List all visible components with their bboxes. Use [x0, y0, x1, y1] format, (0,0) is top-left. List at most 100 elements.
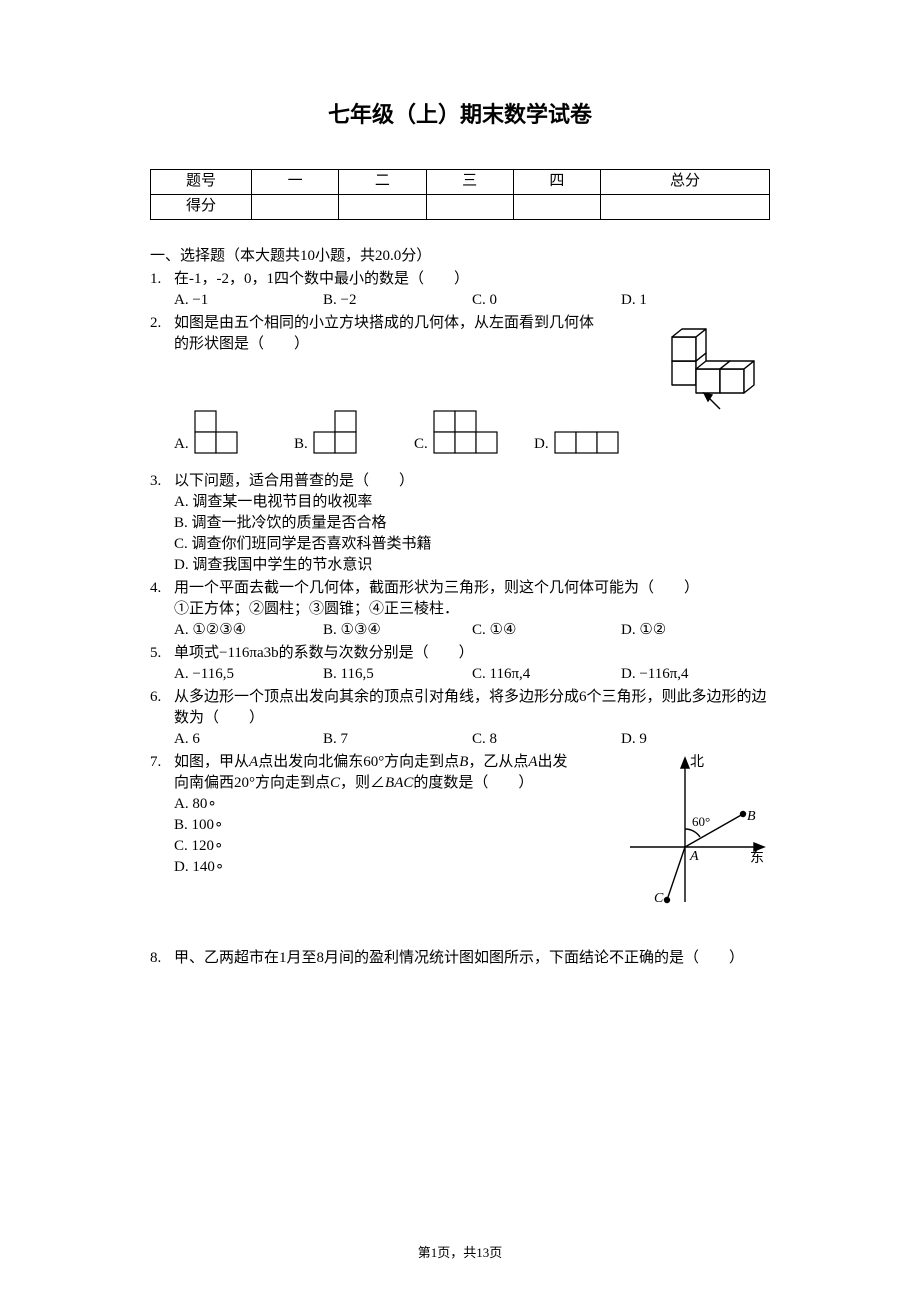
option-b: B. 7 — [323, 729, 472, 750]
question-1: 1. 在-1，-2，0，1四个数中最小的数是（ ） A. −1 B. −2 C.… — [150, 269, 770, 311]
t: 如图，甲从 — [174, 754, 249, 770]
t: 的度数是（ ） — [413, 775, 533, 791]
option-c: C. 8 — [472, 729, 621, 750]
page-footer: 第1页，共13页 — [0, 1244, 920, 1262]
compass-icon: 北 东 A B C 60° — [620, 752, 770, 912]
option-b: B. 116,5 — [323, 664, 472, 685]
option-label: C. — [414, 434, 428, 455]
score-cell: 得分 — [151, 194, 252, 219]
section-heading: 一、选择题（本大题共10小题，共20.0分） — [150, 246, 770, 267]
question-2: 2. — [150, 313, 770, 455]
option-label: B. — [294, 434, 308, 455]
var-B: B — [459, 754, 468, 770]
spacer — [150, 914, 770, 948]
question-body: 单项式−116πa3b的系数与次数分别是（ ） A. −116,5 B. 116… — [174, 643, 770, 685]
shape-d-icon — [553, 430, 620, 455]
score-row-header: 题号 一 二 三 四 总分 — [151, 169, 770, 194]
question-8: 8. 甲、乙两超市在1月至8月间的盈利情况统计图如图所示，下面结论不正确的是（ … — [150, 948, 770, 969]
score-cell: 四 — [513, 169, 600, 194]
option-c: C. 116π,4 — [472, 664, 621, 685]
question-text: 用一个平面去截一个几何体，截面形状为三角形，则这个几何体可能为（ ） — [174, 578, 770, 599]
question-7: 7. — [150, 752, 770, 912]
score-cell: 二 — [339, 169, 426, 194]
t: 点出发向北偏东60°方向走到点 — [258, 754, 459, 770]
question-text: 以下问题，适合用普查的是（ ） — [174, 471, 770, 492]
question-number: 6. — [150, 687, 174, 750]
option-a: A. −116,5 — [174, 664, 323, 685]
question-6: 6. 从多边形一个顶点出发向其余的顶点引对角线，将多边形分成6个三角形，则此多边… — [150, 687, 770, 750]
option-b: B. −2 — [323, 290, 472, 311]
option-d: D. −116π,4 — [621, 664, 770, 685]
option-d: D. 1 — [621, 290, 770, 311]
question-body: 从多边形一个顶点出发向其余的顶点引对角线，将多边形分成6个三角形，则此多边形的边… — [174, 687, 770, 750]
question-text: 从多边形一个顶点出发向其余的顶点引对角线，将多边形分成6个三角形，则此多边形的边… — [174, 687, 770, 729]
shape-a-icon — [193, 409, 239, 455]
question-body: 在-1，-2，0，1四个数中最小的数是（ ） A. −1 B. −2 C. 0 … — [174, 269, 770, 311]
score-cell-empty — [601, 194, 770, 219]
exam-title: 七年级（上）期末数学试卷 — [150, 100, 770, 131]
question-body: 用一个平面去截一个几何体，截面形状为三角形，则这个几何体可能为（ ） ①正方体；… — [174, 578, 770, 641]
options-row: A. −1 B. −2 C. 0 D. 1 — [174, 290, 770, 311]
page-root: 七年级（上）期末数学试卷 题号 一 二 三 四 总分 得分 一、选择题（本大题共… — [0, 0, 920, 1302]
score-cell-empty — [426, 194, 513, 219]
label-angle: 60° — [692, 814, 710, 829]
option-b: B. 调查一批冷饮的质量是否合格 — [174, 513, 770, 534]
question-5: 5. 单项式−116πa3b的系数与次数分别是（ ） A. −116,5 B. … — [150, 643, 770, 685]
label-east: 东 — [750, 850, 764, 866]
question-3: 3. 以下问题，适合用普查的是（ ） A. 调查某一电视节目的收视率 B. 调查… — [150, 471, 770, 576]
score-cell-empty — [339, 194, 426, 219]
var-A: A — [249, 754, 258, 770]
var-BAC: BAC — [385, 775, 413, 791]
question-number: 1. — [150, 269, 174, 311]
option-a: A. ①②③④ — [174, 620, 323, 641]
option-d: D. ①② — [621, 620, 770, 641]
shape-c-icon — [432, 409, 499, 455]
option-d: D. — [534, 430, 654, 455]
option-c: C. 0 — [472, 290, 621, 311]
q2-options: A. B. — [174, 409, 654, 455]
var-A: A — [528, 754, 537, 770]
option-a: A. −1 — [174, 290, 323, 311]
shape-b-icon — [312, 409, 358, 455]
cube-figure — [660, 313, 770, 411]
label-A: A — [689, 849, 699, 864]
option-c: C. 调查你们班同学是否喜欢科普类书籍 — [174, 534, 770, 555]
option-a: A. — [174, 409, 294, 455]
option-d: D. 9 — [621, 729, 770, 750]
score-cell: 三 — [426, 169, 513, 194]
spacer — [150, 457, 770, 471]
label-north: 北 — [690, 754, 704, 770]
option-c: C. ①④ — [472, 620, 621, 641]
score-row-values: 得分 — [151, 194, 770, 219]
question-body: 甲、乙两超市在1月至8月间的盈利情况统计图如图所示，下面结论不正确的是（ ） — [174, 948, 770, 969]
question-number: 7. — [150, 752, 174, 912]
label-C: C — [654, 891, 664, 906]
option-label: D. — [534, 434, 549, 455]
option-a: A. 调查某一电视节目的收视率 — [174, 492, 770, 513]
question-body: 如图是由五个相同的小立方块搭成的几何体，从左面看到几何体的形状图是（ ） A. … — [174, 313, 770, 455]
question-text: 如图是由五个相同的小立方块搭成的几何体，从左面看到几何体的形状图是（ ） — [174, 313, 604, 355]
question-body: 以下问题，适合用普查的是（ ） A. 调查某一电视节目的收视率 B. 调查一批冷… — [174, 471, 770, 576]
score-cell: 题号 — [151, 169, 252, 194]
question-number: 5. — [150, 643, 174, 685]
var-C: C — [330, 775, 340, 791]
option-b: B. — [294, 409, 414, 455]
question-text: 如图，甲从A点出发向北偏东60°方向走到点B，乙从点A出发向南偏西20°方向走到… — [174, 752, 574, 794]
option-d: D. 调查我国中学生的节水意识 — [174, 555, 770, 576]
question-text: 单项式−116πa3b的系数与次数分别是（ ） — [174, 643, 770, 664]
score-cell: 总分 — [601, 169, 770, 194]
option-label: A. — [174, 434, 189, 455]
options-row: A. −116,5 B. 116,5 C. 116π,4 D. −116π,4 — [174, 664, 770, 685]
question-text: 甲、乙两超市在1月至8月间的盈利情况统计图如图所示，下面结论不正确的是（ ） — [174, 948, 770, 969]
question-number: 3. — [150, 471, 174, 576]
question-number: 4. — [150, 578, 174, 641]
score-cell-empty — [252, 194, 339, 219]
label-B: B — [747, 809, 756, 824]
t: ，则∠ — [340, 775, 385, 791]
question-number: 8. — [150, 948, 174, 969]
score-table: 题号 一 二 三 四 总分 得分 — [150, 169, 770, 220]
question-body: 北 东 A B C 60° 如图，甲从A点出发向北偏东60°方向走到点B，乙从点… — [174, 752, 770, 912]
question-4: 4. 用一个平面去截一个几何体，截面形状为三角形，则这个几何体可能为（ ） ①正… — [150, 578, 770, 641]
score-cell-empty — [513, 194, 600, 219]
compass-figure: 北 东 A B C 60° — [620, 752, 770, 912]
